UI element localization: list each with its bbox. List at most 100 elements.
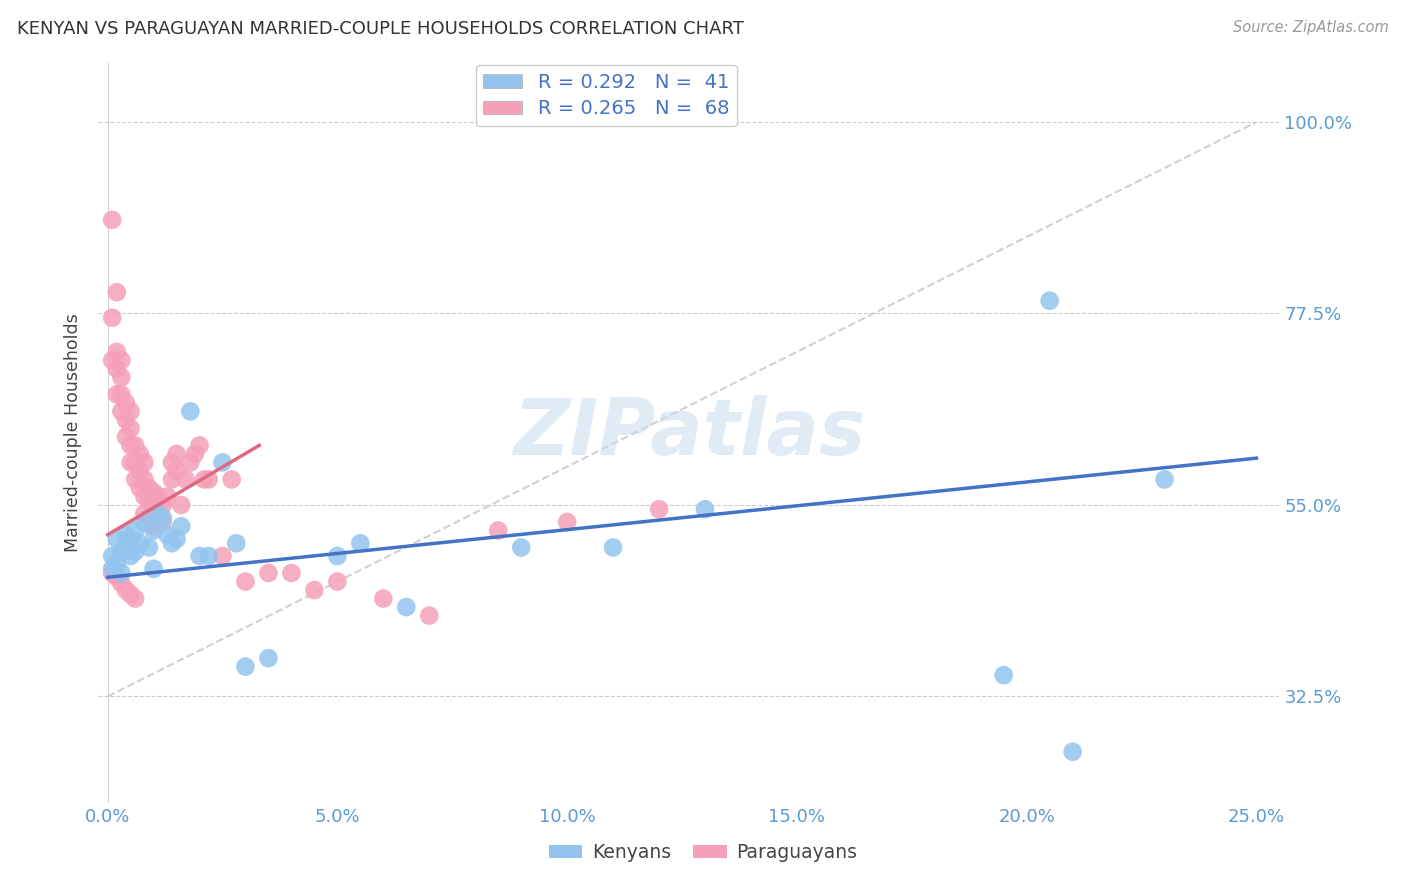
Point [142,519,165,533]
Point [101,562,124,576]
Point [115,582,138,597]
Point [128,536,150,550]
Point [120,587,142,601]
Point [138,541,160,555]
Point [197,472,219,486]
Point [142,485,165,500]
Point [120,532,142,546]
Point [105,532,128,546]
Point [418,608,440,623]
Point [166,464,188,478]
Point [257,651,280,665]
Point [1039,293,1062,308]
Point [142,502,165,516]
Point [326,549,349,563]
Point [156,527,179,541]
Point [188,549,211,563]
Point [486,524,509,538]
Point [124,524,146,538]
Point [146,507,169,521]
Point [120,404,142,418]
Point [304,582,326,597]
Point [105,558,128,572]
Point [134,507,156,521]
Legend: R = 0.292   N =  41, R = 0.265   N =  68: R = 0.292 N = 41, R = 0.265 N = 68 [475,65,737,126]
Point [211,549,233,563]
Point [235,659,257,673]
Legend: Kenyans, Paraguayans: Kenyans, Paraguayans [541,835,865,869]
Point [120,455,142,469]
Point [134,490,156,504]
Point [602,541,624,555]
Point [152,515,174,529]
Point [693,502,716,516]
Point [101,353,124,368]
Point [124,438,146,452]
Point [142,524,165,538]
Point [184,447,207,461]
Point [179,455,201,469]
Point [170,498,193,512]
Point [124,591,146,606]
Point [138,481,160,495]
Point [166,447,188,461]
Point [142,562,165,576]
Point [110,387,132,401]
Point [188,438,211,452]
Point [257,566,280,580]
Point [134,472,156,486]
Point [1062,745,1084,759]
Point [160,536,183,550]
Point [124,472,146,486]
Point [110,576,132,591]
Point [373,591,395,606]
Point [395,600,418,615]
Point [101,212,124,227]
Point [152,510,174,524]
Point [115,527,138,541]
Point [128,464,150,478]
Point [146,507,169,521]
Point [197,549,219,563]
Point [134,515,156,529]
Point [120,421,142,435]
Point [170,519,193,533]
Point [124,455,146,469]
Point [105,387,128,401]
Point [110,566,132,580]
Point [648,502,671,516]
Point [115,541,138,555]
Point [280,566,302,580]
Point [156,490,179,504]
Point [138,510,160,524]
Point [110,545,132,559]
Text: ZIPatlas: ZIPatlas [513,394,865,471]
Point [510,541,533,555]
Point [101,310,124,325]
Y-axis label: Married-couple Households: Married-couple Households [65,313,83,552]
Point [110,353,132,368]
Point [101,549,124,563]
Point [146,490,169,504]
Point [160,455,183,469]
Point [221,472,243,486]
Point [128,481,150,495]
Point [120,549,142,563]
Point [166,532,188,546]
Point [1153,472,1175,486]
Point [105,570,128,584]
Point [993,668,1015,682]
Point [349,536,371,550]
Point [110,404,132,418]
Text: Source: ZipAtlas.com: Source: ZipAtlas.com [1233,20,1389,35]
Point [101,566,124,580]
Point [120,536,142,550]
Point [174,472,197,486]
Point [235,574,257,589]
Text: KENYAN VS PARAGUAYAN MARRIED-COUPLE HOUSEHOLDS CORRELATION CHART: KENYAN VS PARAGUAYAN MARRIED-COUPLE HOUS… [17,20,744,37]
Point [110,370,132,384]
Point [105,285,128,300]
Point [115,413,138,427]
Point [115,396,138,410]
Point [326,574,349,589]
